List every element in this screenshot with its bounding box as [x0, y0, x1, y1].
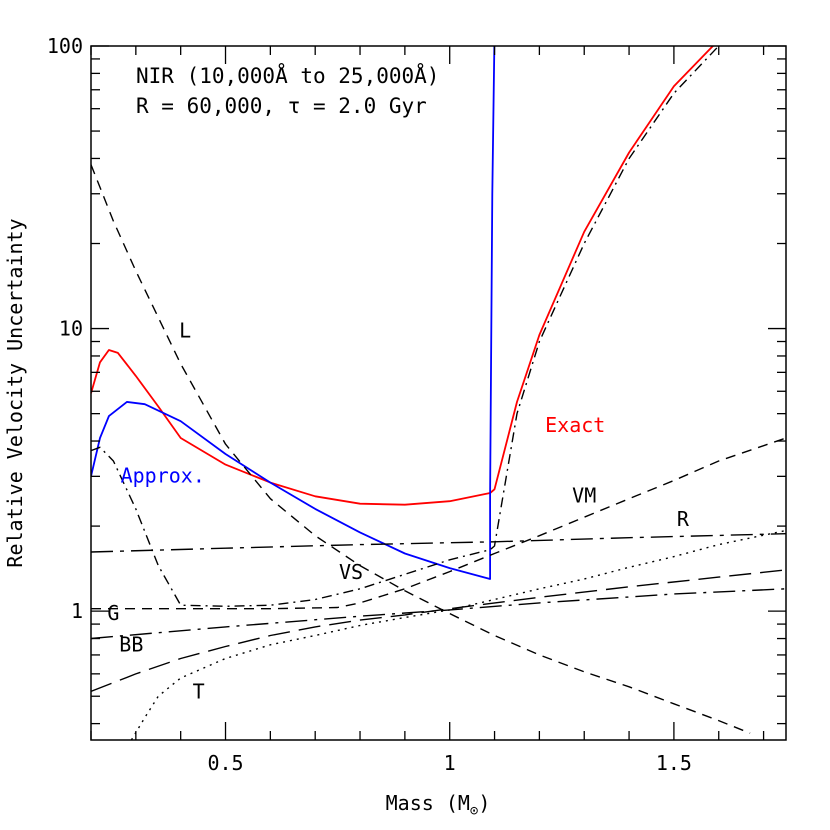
axis-ticks: 0.5 1 1.5 1 10 100	[47, 34, 786, 775]
series-approx-line	[91, 46, 496, 580]
curve-labels: L Exact Approx. VM R VS GBB T	[107, 318, 689, 703]
curve-label-bb: BB	[119, 632, 143, 656]
curve-label-l: L	[179, 318, 191, 342]
series-t-line	[130, 529, 786, 740]
series-layer	[91, 46, 786, 740]
y-axis-title: Relative Velocity Uncertainty	[3, 218, 27, 567]
x-axis-title-sub: ⊙	[470, 803, 479, 819]
x-axis-title: Mass (M⊙)	[386, 791, 491, 819]
plot-frame	[90, 45, 787, 741]
x-axis-title-main: Mass (M	[386, 791, 470, 815]
series-g-line	[91, 588, 786, 640]
x-tick-label: 1.5	[656, 751, 692, 775]
y-tick-label: 100	[47, 34, 83, 58]
curve-label-vs: VS	[339, 560, 363, 584]
curve-label-exact: Exact	[545, 413, 605, 437]
curve-label-g: G	[107, 601, 119, 625]
annotation-line-1: NIR (10,000Å to 25,000Å)	[136, 62, 439, 88]
series-r-line	[91, 533, 786, 553]
y-tick-label: 1	[71, 599, 83, 623]
x-axis-title-close: )	[478, 791, 490, 815]
x-tick-label: 0.5	[207, 751, 243, 775]
series-bb-line	[91, 569, 786, 693]
curve-label-vm: VM	[572, 484, 596, 508]
x-tick-label: 1	[444, 751, 456, 775]
y-tick-label: 10	[59, 317, 83, 341]
curve-label-approx: Approx.	[121, 464, 205, 488]
curve-label-r: R	[677, 507, 690, 531]
curve-label-t: T	[193, 680, 205, 704]
series-exact-line	[91, 46, 715, 506]
series-l-line	[91, 164, 751, 734]
annotation-line-2: R = 60,000, τ = 2.0 Gyr	[136, 94, 427, 118]
series-vm-line	[91, 437, 786, 610]
